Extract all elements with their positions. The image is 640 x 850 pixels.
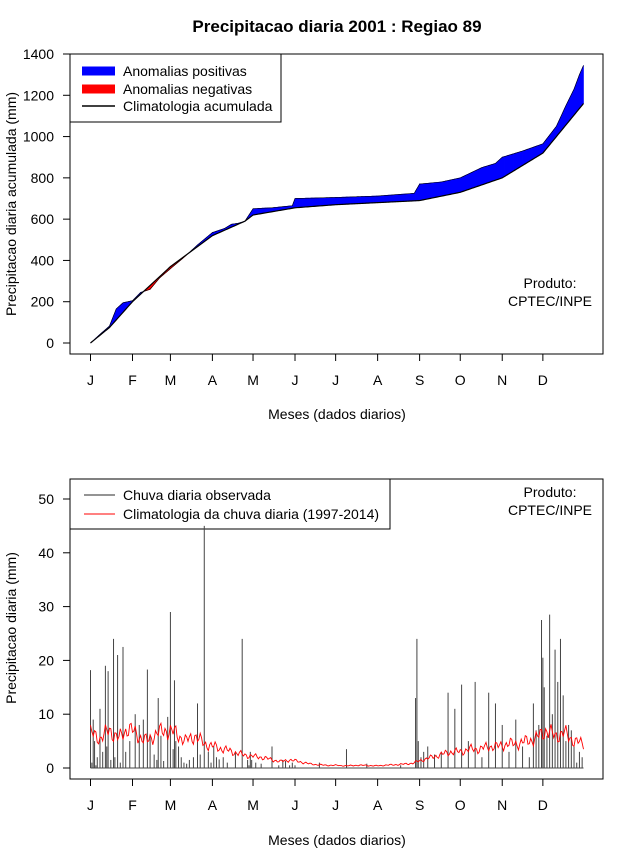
x-tick-label: M [247,797,259,813]
legend-label-negative: Anomalias negativas [123,81,252,97]
observed-cumulative-line [90,65,584,344]
y-tick-label: 10 [38,706,54,722]
bottom-annotation-line1: Produto: [524,484,577,500]
chart-title: Precipitacao diaria 2001 : Regiao 89 [192,17,481,36]
y-tick-label: 1000 [23,129,54,145]
top-annotation-line2: CPTEC/INPE [508,293,592,309]
x-tick-label: D [538,797,548,813]
x-tick-label: J [332,797,339,813]
y-tick-label: 50 [38,491,54,507]
legend-label-climatology: Climatologia acumulada [123,98,273,114]
x-tick-label: J [87,797,94,813]
y-tick-label: 400 [31,252,55,268]
x-tick-label: F [128,372,137,388]
y-tick-label: 0 [46,760,54,776]
x-tick-label: M [247,372,259,388]
bottom-x-axis-label: Meses (dados diarios) [268,832,406,848]
bottom-annotation-line2: CPTEC/INPE [508,502,592,518]
x-tick-label: M [165,797,177,813]
x-tick-label: N [497,797,507,813]
y-tick-label: 800 [31,170,55,186]
x-tick-label: D [538,372,548,388]
x-tick-label: S [415,372,424,388]
x-tick-label: J [87,372,94,388]
y-tick-label: 20 [38,652,54,668]
x-tick-label: M [165,372,177,388]
top-series-group [90,65,584,344]
legend-label-climatology-daily: Climatologia da chuva diaria (1997-2014) [123,506,379,522]
x-tick-label: A [373,797,383,813]
x-tick-label: O [455,372,466,388]
legend-label-observed-daily: Chuva diaria observada [123,487,271,503]
legend-label-positive: Anomalias positivas [123,63,247,79]
x-tick-label: J [292,797,299,813]
x-tick-label: N [497,372,507,388]
x-tick-label: S [415,797,424,813]
y-tick-label: 1200 [23,87,54,103]
x-tick-label: A [208,372,218,388]
y-tick-label: 200 [31,294,55,310]
climatology-cumulative-line [90,103,584,344]
y-tick-label: 40 [38,545,54,561]
bottom-series-group [90,525,584,769]
bottom-y-axis-label: Precipitacao diaria (mm) [3,552,19,704]
x-tick-label: F [128,797,137,813]
top-axes-group: 0 200 400 600 800 1000 1200 1400 J F M A M J J A S O N D [23,46,548,388]
top-annotation-line1: Produto: [524,275,577,291]
y-tick-label: 30 [38,599,54,615]
x-tick-label: O [455,797,466,813]
y-tick-label: 1400 [23,46,54,62]
x-tick-label: J [332,372,339,388]
climatology-daily-line [90,721,584,767]
x-tick-label: A [208,797,218,813]
top-plot-frame [69,53,604,355]
x-tick-label: J [292,372,299,388]
y-tick-label: 0 [46,335,54,351]
bottom-axes-group: 0 10 20 30 40 50 J F M A M J J A S O N D [38,491,548,813]
positive-anomaly-segment [581,65,584,107]
top-y-axis-label: Precipitacao diaria acumulada (mm) [3,92,19,316]
x-tick-label: A [373,372,383,388]
top-x-axis-label: Meses (dados diarios) [268,406,406,422]
y-tick-label: 600 [31,211,55,227]
bottom-legend-box [69,478,391,530]
